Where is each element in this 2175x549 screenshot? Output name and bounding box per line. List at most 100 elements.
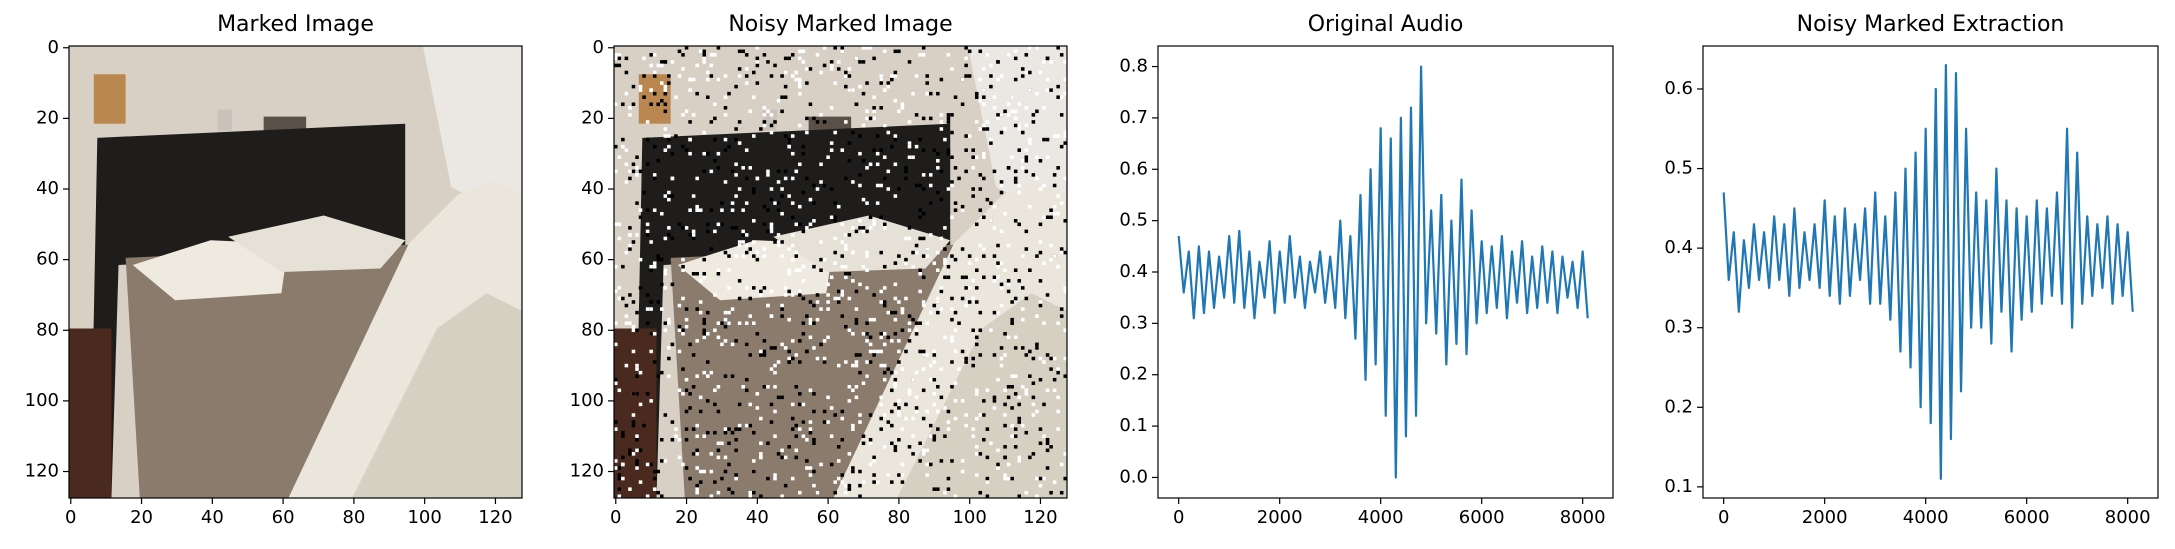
noise-pixel	[652, 176, 657, 181]
noise-pixel	[780, 395, 784, 400]
noise-pixel	[688, 392, 692, 396]
noise-pixel	[695, 487, 699, 491]
noise-pixel	[702, 130, 707, 135]
noise-pixel	[812, 201, 816, 205]
noise-pixel	[635, 434, 639, 438]
noise-pixel	[649, 332, 653, 336]
noise-pixel	[667, 226, 671, 230]
noise-pixel	[769, 420, 774, 424]
noise-pixel	[1024, 159, 1029, 163]
noise-pixel	[992, 204, 997, 209]
noise-pixel	[950, 307, 954, 311]
noise-pixel	[677, 328, 682, 333]
noise-pixel	[752, 240, 756, 244]
noise-pixel	[1035, 91, 1039, 96]
noise-pixel	[851, 466, 855, 470]
noise-pixel	[614, 169, 618, 174]
noise-pixel	[780, 494, 784, 498]
y-tick-label: 0	[593, 37, 604, 58]
noise-pixel	[617, 155, 622, 159]
noise-pixel	[865, 116, 869, 121]
noise-pixel	[635, 363, 639, 368]
noise-pixel	[974, 268, 979, 272]
noise-pixel	[1013, 445, 1018, 449]
noise-pixel	[1031, 113, 1036, 117]
noise-pixel	[798, 123, 802, 128]
noise-pixel	[1010, 95, 1014, 99]
x-tick-label: 120	[478, 507, 512, 528]
noise-pixel	[716, 448, 721, 453]
noise-pixel	[808, 473, 813, 477]
noise-pixel	[656, 63, 661, 68]
noise-pixel	[723, 427, 728, 431]
noise-pixel	[631, 300, 636, 304]
noise-pixel	[744, 233, 749, 237]
noise-pixel	[1035, 494, 1039, 498]
noise-pixel	[773, 120, 777, 124]
noise-pixel	[1010, 109, 1014, 114]
noise-pixel	[826, 335, 830, 340]
noise-pixel	[631, 102, 636, 107]
noise-pixel	[663, 328, 668, 333]
noise-pixel	[759, 353, 763, 357]
noise-pixel	[794, 77, 799, 82]
noise-pixel	[805, 116, 809, 121]
noise-pixel	[713, 402, 717, 407]
noise-pixel	[861, 159, 866, 163]
noise-pixel	[914, 406, 919, 410]
noise-pixel	[744, 250, 749, 255]
noise-pixel	[706, 95, 710, 99]
noise-pixel	[1013, 268, 1018, 272]
noise-pixel	[1006, 53, 1011, 57]
noise-pixel	[1031, 452, 1036, 456]
noise-pixel	[1020, 286, 1025, 290]
noise-pixel	[858, 219, 862, 223]
noise-pixel	[713, 159, 717, 163]
noise-pixel	[649, 53, 653, 57]
noise-pixel	[890, 441, 894, 446]
noise-pixel	[776, 98, 781, 103]
noise-pixel	[787, 349, 791, 354]
noise-pixel	[1020, 317, 1025, 322]
noise-pixel	[858, 494, 862, 498]
noise-pixel	[660, 282, 664, 287]
noise-pixel	[1059, 113, 1064, 117]
noise-pixel	[897, 300, 901, 304]
noise-pixel	[868, 349, 873, 354]
noise-pixel	[854, 307, 859, 311]
noise-pixel	[932, 349, 937, 354]
noise-pixel	[663, 236, 668, 241]
noise-pixel	[621, 455, 625, 460]
noise-pixel	[720, 321, 724, 325]
noise-pixel	[638, 84, 643, 89]
noise-pixel	[617, 286, 622, 290]
noise-pixel	[780, 74, 784, 78]
noise-pixel	[1031, 381, 1036, 385]
y-tick-label: 80	[581, 319, 604, 340]
noise-pixel	[752, 187, 756, 191]
noise-pixel	[734, 339, 738, 343]
noise-pixel	[879, 148, 883, 152]
noise-pixel	[868, 335, 873, 340]
noise-pixel	[744, 377, 749, 382]
noise-pixel	[748, 166, 753, 170]
noise-pixel	[624, 314, 629, 318]
noise-pixel	[978, 77, 983, 82]
noise-pixel	[649, 462, 653, 467]
noise-pixel	[631, 452, 636, 456]
noise-pixel	[780, 240, 784, 244]
axes-frame	[68, 45, 523, 499]
noise-pixel	[628, 293, 632, 297]
noise-pixel	[638, 169, 643, 174]
noise-pixel	[996, 462, 1000, 467]
noise-pixel	[1052, 377, 1057, 382]
noise-pixel	[836, 459, 841, 463]
noise-pixel	[815, 356, 820, 361]
noise-pixel	[982, 155, 986, 159]
noise-pixel	[677, 303, 682, 308]
noise-pixel	[918, 215, 922, 220]
noise-pixel	[829, 141, 834, 145]
noise-pixel	[1059, 95, 1064, 99]
y-tick-label: 0.2	[1664, 396, 1693, 417]
